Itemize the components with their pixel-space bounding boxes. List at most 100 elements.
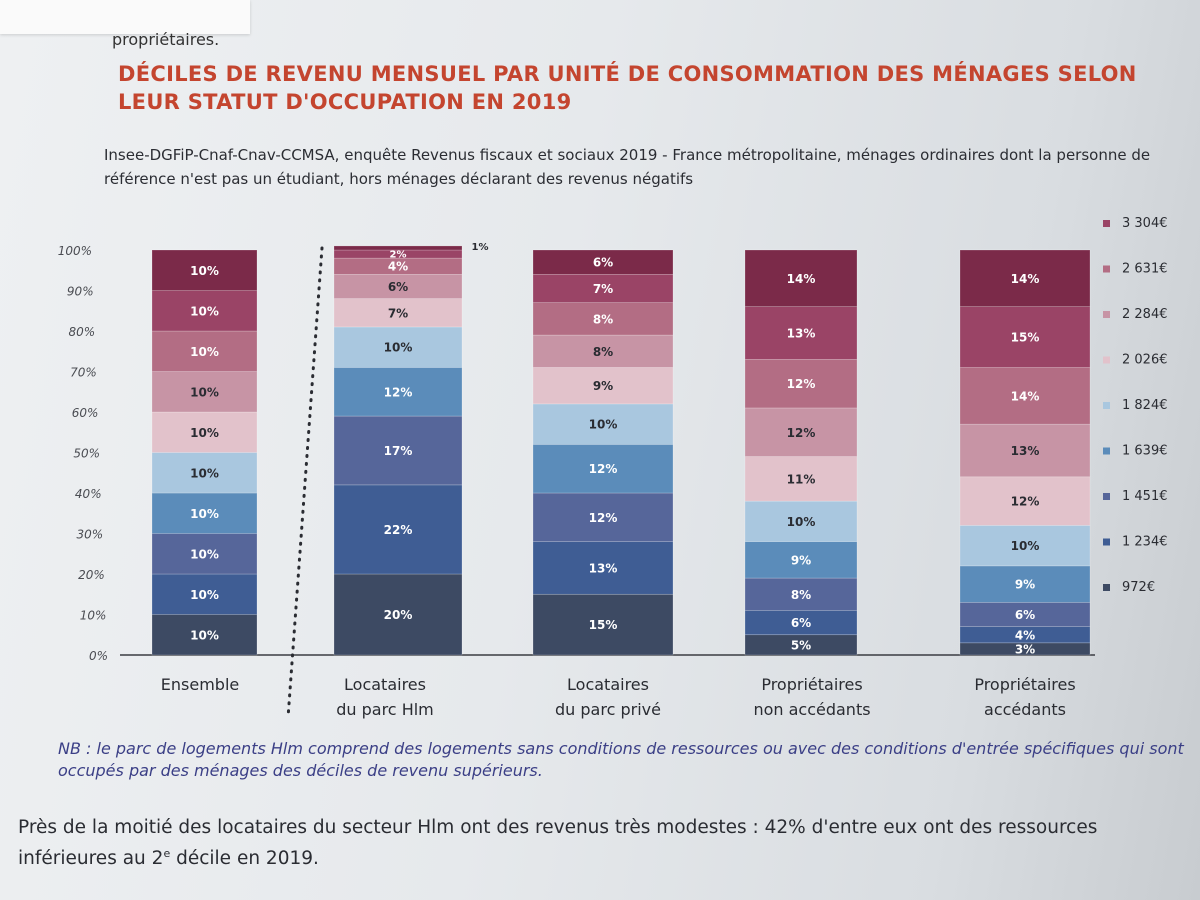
bar-value-label: 3% bbox=[1015, 642, 1035, 656]
bar-segment bbox=[532, 249, 674, 275]
legend-label: 972€ bbox=[1122, 580, 1155, 595]
x-category-label: Propriétaires bbox=[974, 675, 1075, 694]
bar-value-label: 6% bbox=[1015, 608, 1035, 622]
bar-value-label: 8% bbox=[593, 345, 613, 359]
bar-value-label: 10% bbox=[190, 588, 219, 602]
bar-value-label: 12% bbox=[589, 462, 618, 476]
bar-value-label: 14% bbox=[1011, 272, 1040, 286]
bar-value-label: 14% bbox=[1011, 389, 1040, 403]
bar-value-label: 10% bbox=[190, 628, 219, 642]
bar-value-label: 10% bbox=[190, 426, 219, 440]
bar-value-label: 10% bbox=[787, 515, 816, 529]
y-tick-label: 70% bbox=[70, 366, 97, 380]
bar-segment bbox=[151, 411, 258, 453]
y-tick-label: 40% bbox=[75, 487, 102, 501]
x-category-label: accédants bbox=[984, 700, 1066, 719]
paper-strip bbox=[0, 0, 250, 34]
y-tick-label: 60% bbox=[72, 406, 99, 420]
bar-segment bbox=[333, 245, 463, 251]
bar-segment bbox=[532, 273, 674, 303]
bar-value-label: 12% bbox=[787, 377, 816, 391]
paragraph-text: Près de la moitié des locataires du sect… bbox=[18, 817, 1098, 870]
bar-value-label: 4% bbox=[388, 260, 408, 274]
bar-value-label: 10% bbox=[384, 341, 413, 355]
y-tick-label: 50% bbox=[73, 447, 100, 461]
legend-swatch bbox=[1103, 538, 1110, 546]
bar-value-label: 10% bbox=[589, 418, 618, 432]
bar-value-label: 12% bbox=[1011, 495, 1040, 509]
legend-label: 2 284€ bbox=[1122, 307, 1168, 322]
x-category-label: Locataires bbox=[567, 675, 649, 694]
bar-value-label: 2% bbox=[390, 250, 407, 261]
bar-value-label: 12% bbox=[384, 385, 413, 399]
bar-value-label: 15% bbox=[1011, 331, 1040, 345]
paragraph-superscript: e bbox=[163, 847, 171, 860]
bar-value-label: 10% bbox=[190, 304, 219, 318]
separator-dotted-line bbox=[286, 246, 324, 720]
bar-value-label: 10% bbox=[190, 385, 219, 399]
legend-label: 1 234€ bbox=[1122, 535, 1168, 550]
bar-segment bbox=[151, 452, 258, 494]
legend-swatch bbox=[1103, 402, 1110, 409]
legend-swatch bbox=[1103, 356, 1110, 364]
x-category-label: Locataires bbox=[344, 675, 426, 694]
bar-value-label: 13% bbox=[787, 327, 816, 341]
bar-segment bbox=[333, 415, 463, 486]
legend-swatch bbox=[1103, 265, 1110, 273]
bar-segment bbox=[744, 359, 858, 409]
bar-segment bbox=[959, 565, 1091, 603]
legend-swatch bbox=[1103, 311, 1110, 318]
bar-segment bbox=[959, 249, 1091, 308]
bar-segment bbox=[151, 290, 258, 332]
bar-segment bbox=[532, 302, 674, 336]
bar-value-label: 10% bbox=[190, 264, 219, 278]
y-tick-label: 10% bbox=[80, 609, 107, 623]
legend-label: 2 026€ bbox=[1122, 353, 1168, 368]
legend-swatch bbox=[1103, 220, 1110, 227]
body-paragraph: Près de la moitié des locataires du sect… bbox=[18, 815, 1193, 872]
bar-segment bbox=[744, 456, 858, 502]
y-tick-label: 80% bbox=[69, 325, 96, 339]
bar-segment bbox=[532, 367, 674, 405]
bar-value-label: 9% bbox=[791, 553, 811, 567]
legend-label: 1 824€ bbox=[1122, 398, 1168, 413]
bar-segment bbox=[959, 626, 1091, 644]
bar-value-label: 20% bbox=[384, 608, 413, 622]
bar-segment bbox=[959, 525, 1091, 567]
bar-value-label: 13% bbox=[589, 561, 618, 575]
bar-segment bbox=[333, 298, 463, 328]
bar-segment bbox=[959, 602, 1091, 627]
bar-value-label: 8% bbox=[791, 588, 811, 602]
bar-value-label: 10% bbox=[190, 547, 219, 561]
bar-value-label: 10% bbox=[190, 507, 219, 521]
bar-value-label: 8% bbox=[593, 312, 613, 326]
bar-segment bbox=[151, 533, 258, 575]
bar-value-label: 10% bbox=[1011, 539, 1040, 553]
bar-value-label: 7% bbox=[593, 282, 613, 296]
nb-note: NB : le parc de logements Hlm comprend d… bbox=[58, 739, 1184, 780]
y-tick-label: 90% bbox=[67, 285, 94, 299]
bar-segment bbox=[151, 249, 258, 291]
y-tick-label: 30% bbox=[77, 528, 104, 542]
bar-segment bbox=[744, 500, 858, 542]
bar-value-label: 9% bbox=[1015, 578, 1035, 592]
legend-label: 1 639€ bbox=[1122, 444, 1168, 459]
paragraph-text-end: décile en 2019. bbox=[170, 848, 319, 870]
bar-value-label: 11% bbox=[787, 472, 816, 486]
bar-value-label: 22% bbox=[384, 523, 413, 537]
bar-segment bbox=[959, 367, 1091, 425]
bar-segment bbox=[532, 334, 674, 368]
bar-segment bbox=[959, 306, 1091, 368]
bar-value-label: 12% bbox=[787, 426, 816, 440]
y-tick-label: 100% bbox=[58, 244, 92, 258]
x-category-label: du parc privé bbox=[555, 700, 661, 719]
legend-label: 1 451€ bbox=[1122, 489, 1168, 504]
x-category-label: du parc Hlm bbox=[336, 700, 434, 719]
bar-value-label: 9% bbox=[593, 379, 613, 393]
chart-title: DÉCILES DE REVENU MENSUEL PAR UNITÉ DE C… bbox=[118, 62, 1137, 114]
bar-segment bbox=[151, 614, 258, 656]
bar-segment bbox=[333, 326, 463, 368]
legend-swatch bbox=[1103, 493, 1110, 500]
bar-segment bbox=[532, 492, 674, 542]
